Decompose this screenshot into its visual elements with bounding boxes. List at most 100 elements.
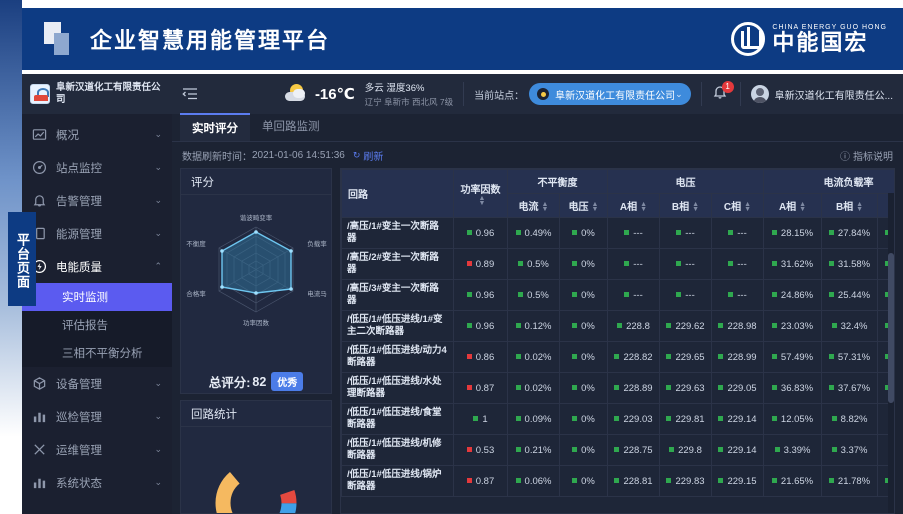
cell-loop-name[interactable]: /低压/1#低压进线/1#变主二次断路器	[341, 310, 454, 342]
collapse-menu-icon[interactable]	[182, 87, 198, 101]
sidebar-item-maintenance[interactable]: 运维管理 ⌄	[22, 433, 172, 466]
sidebar-item-inspection[interactable]: 巡检管理 ⌄	[22, 400, 172, 433]
sidebar-item-power-quality[interactable]: 电能质量 ⌃	[22, 250, 172, 283]
sidebar-item-device[interactable]: 设备管理 ⌄	[22, 367, 172, 400]
col-header-voltage-a[interactable]: A相 ▲ ▼	[607, 193, 660, 218]
tab-single-loop-monitor[interactable]: 单回路监测	[262, 121, 320, 133]
sort-icon[interactable]: ▲ ▼	[541, 201, 549, 214]
weather-cloudy-icon	[284, 83, 311, 105]
cell-value: 37.67%	[821, 372, 879, 404]
cell-text: 0%	[581, 258, 595, 270]
sidebar-item-system-status[interactable]: 系统状态 ⌄	[22, 466, 172, 499]
cell-text: 0%	[581, 413, 595, 425]
status-dot-ok	[771, 415, 777, 421]
sort-icon[interactable]: ▲ ▼	[856, 201, 864, 214]
sidebar-site-header[interactable]: 阜新汉道化工有限责任公司	[22, 74, 172, 114]
sort-icon[interactable]: ▲ ▼	[692, 201, 700, 214]
cell-text: 0.87	[475, 475, 495, 487]
sort-icon[interactable]: ▲ ▼	[744, 201, 752, 214]
cell-loop-name[interactable]: /低压/1#低压进线/锅炉断路器	[341, 465, 454, 497]
cell-loop-name[interactable]: /高压/3#变主一次断路器	[341, 279, 454, 311]
refresh-button[interactable]: ↻ 刷新	[353, 148, 384, 163]
status-dot-ok	[572, 260, 578, 266]
cell-value: 229.05	[710, 372, 765, 404]
status-dot-ok	[771, 353, 777, 359]
table-row[interactable]: /高压/3#变主一次断路器 0.96 0.5% 0% --- --- --- 24.86% 25…	[341, 279, 894, 311]
col-header-load-a[interactable]: A相 ▲ ▼	[763, 193, 823, 218]
sidebar-item-three-phase-unbalance[interactable]: 三相不平衡分析	[22, 339, 172, 367]
sort-icon[interactable]: ▲ ▼	[640, 201, 648, 214]
cell-loop-name[interactable]: /低压/1#低压进线/食堂断路器	[341, 403, 454, 435]
sidebar-item-energy[interactable]: 能源管理 ⌄	[22, 217, 172, 250]
col-header-power-factor[interactable]: 功率因数 ▲ ▼	[453, 169, 508, 218]
cell-value: 0.12%	[507, 310, 560, 342]
table-row[interactable]: /低压/1#低压进线/1#变主二次断路器 0.96 0.12% 0% 228.8 229.…	[341, 310, 894, 342]
status-dot-ok	[572, 477, 578, 483]
table-row[interactable]: /低压/1#低压进线/锅炉断路器 0.87 0.06% 0% 228.81 229.83 2…	[341, 465, 894, 497]
sort-icon[interactable]: ▲ ▼	[591, 201, 599, 214]
col-header-voltage-c[interactable]: C相 ▲ ▼	[710, 193, 765, 218]
table-row[interactable]: /高压/1#变主一次断路器 0.96 0.49% 0% --- --- --- 28.15% 2…	[341, 217, 894, 249]
tab-realtime-score[interactable]: 实时评分	[180, 113, 250, 141]
status-dot-ok	[774, 446, 780, 452]
content-area: 评分	[172, 168, 903, 514]
chevron-down-icon: ⌄	[154, 162, 162, 172]
table-scrollbar[interactable]	[888, 193, 894, 513]
col-header-unbalance-current[interactable]: 电流 ▲ ▼	[507, 193, 560, 218]
cell-loop-name[interactable]: /高压/1#变主一次断路器	[341, 217, 454, 249]
cell-loop-name[interactable]: /低压/1#低压进线/动力4断路器	[341, 341, 454, 373]
sidebar-item-alarm[interactable]: 告警管理 ⌄	[22, 184, 172, 217]
loop-table-container[interactable]: 回路 功率因数 ▲ ▼ 不平衡度 电压 电流负载率	[340, 168, 895, 514]
status-dot-ok	[614, 415, 620, 421]
cell-loop-name[interactable]: /低压/1#低压进线/机修断路器	[341, 434, 454, 466]
loop-statistics-panel: 回路统计	[180, 400, 332, 514]
score-panel-title: 评分	[181, 169, 331, 195]
status-dot-ok	[518, 291, 524, 297]
sidebar-item-realtime-monitor[interactable]: 实时监测	[22, 283, 172, 311]
status-dot-ok	[614, 353, 620, 359]
col-header-unbalance-voltage[interactable]: 电压 ▲ ▼	[559, 193, 608, 218]
status-dot-ok	[515, 446, 521, 452]
user-menu[interactable]: 阜新汉道化工有限责任公...	[750, 85, 893, 103]
table-row[interactable]: /低压/1#低压进线/动力4断路器 0.86 0.02% 0% 228.82 229.65…	[341, 341, 894, 373]
loop-panel-title: 回路统计	[181, 401, 331, 427]
cell-text: 0.89	[475, 258, 495, 270]
col-header-voltage-b[interactable]: B相 ▲ ▼	[659, 193, 712, 218]
cell-text: 228.8	[626, 320, 650, 332]
table-row[interactable]: /低压/1#低压进线/食堂断路器 1 0.09% 0% 229.03 229.81 229.…	[341, 403, 894, 435]
metric-description-link[interactable]: ⓘ 指标说明	[840, 148, 893, 163]
status-dot-ok	[614, 446, 620, 452]
sidebar-item-label: 站点监控	[56, 162, 102, 175]
cell-value: 3.39%	[763, 434, 823, 466]
sidebar-item-overview[interactable]: 概况 ⌄	[22, 118, 172, 151]
cell-text: ---	[685, 227, 695, 239]
status-dot-ok	[572, 446, 578, 452]
cell-loop-name[interactable]: /低压/1#低压进线/水处理断路器	[341, 372, 454, 404]
station-selector[interactable]: 阜新汉道化工有限责任公司 ⌄	[529, 83, 691, 105]
cell-loop-name[interactable]: /高压/2#变主一次断路器	[341, 248, 454, 280]
sort-icon[interactable]: ▲ ▼	[799, 201, 807, 214]
sidebar-item-assessment-report[interactable]: 评估报告	[22, 311, 172, 339]
status-dot-ok	[614, 477, 620, 483]
notification-button[interactable]: 1	[712, 81, 734, 104]
brand-squares-icon	[44, 22, 74, 56]
sidebar-item-site-monitor[interactable]: 站点监控 ⌄	[22, 151, 172, 184]
cell-value: 57.49%	[763, 341, 823, 373]
table-row[interactable]: /高压/2#变主一次断路器 0.89 0.5% 0% --- --- --- 31.62% 31…	[341, 248, 894, 280]
sort-icon[interactable]: ▲ ▼	[478, 194, 486, 207]
table-row[interactable]: /低压/1#低压进线/水处理断路器 0.87 0.02% 0% 228.89 229.63…	[341, 372, 894, 404]
col-header-loop[interactable]: 回路	[341, 169, 454, 218]
scrollbar-thumb[interactable]	[888, 253, 894, 403]
cell-value: 0%	[559, 434, 608, 466]
cell-value: 25.44%	[821, 279, 879, 311]
col-header-load-b[interactable]: B相 ▲ ▼	[821, 193, 879, 218]
table-row[interactable]: /低压/1#低压进线/机修断路器 0.53 0.21% 0% 228.75 229.8 22…	[341, 434, 894, 466]
brand-header: 企业智慧用能管理平台 CHINA ENERGY GUO HONG 中能国宏	[22, 8, 903, 70]
cell-value: 0.09%	[507, 403, 560, 435]
donut-chart	[181, 427, 331, 513]
status-dot-ok	[831, 415, 837, 421]
cell-value: 229.83	[659, 465, 712, 497]
status-dot-ok	[831, 322, 837, 328]
status-dot-ok	[828, 291, 834, 297]
